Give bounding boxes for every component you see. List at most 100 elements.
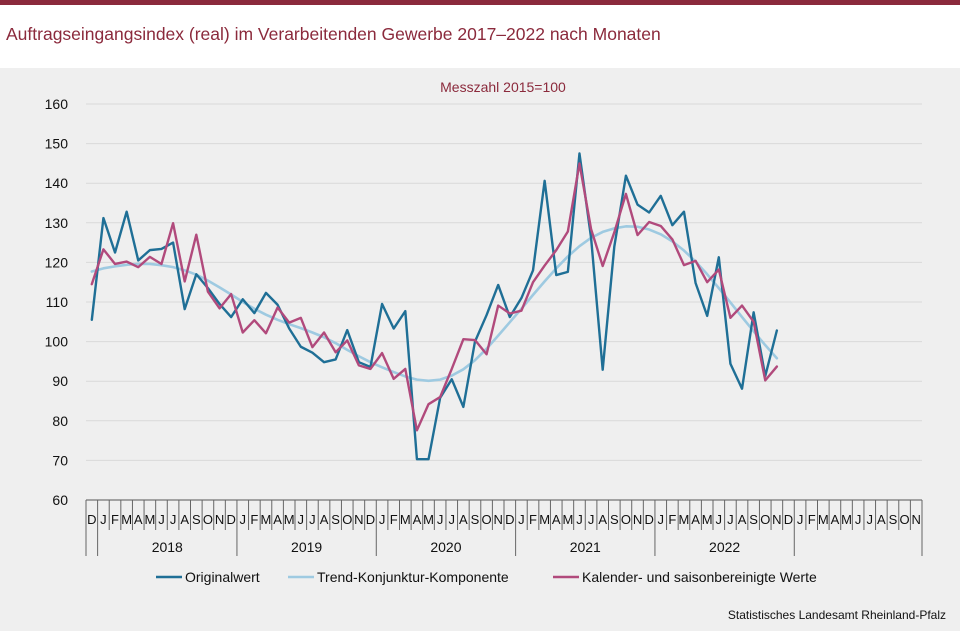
x-tick-label: N	[633, 512, 642, 527]
x-year-label: 2021	[570, 539, 601, 555]
chart-title: Auftragseingangsindex (real) im Verarbei…	[6, 24, 661, 44]
x-tick-label: J	[518, 512, 525, 527]
x-year-label: 2018	[152, 539, 183, 555]
x-tick-label: N	[911, 512, 920, 527]
x-tick-label: M	[144, 512, 155, 527]
x-tick-label: M	[400, 512, 411, 527]
x-tick-label: O	[203, 512, 213, 527]
x-tick-label: J	[716, 512, 723, 527]
x-tick-label: M	[562, 512, 573, 527]
y-tick-label: 150	[45, 136, 69, 152]
x-tick-label: N	[215, 512, 224, 527]
series-line	[90, 162, 779, 432]
x-tick-label: J	[797, 512, 804, 527]
source-note: Statistisches Landesamt Rheinland-Pfalz	[727, 608, 946, 622]
y-axis-ticks: 60 70 80 90 100 110 120 130 140 150 160	[45, 96, 69, 508]
x-tick-label: J	[588, 512, 595, 527]
x-tick-label: A	[691, 512, 700, 527]
x-tick-label: N	[772, 512, 781, 527]
y-tick-label: 100	[45, 334, 69, 350]
x-tick-label: S	[331, 512, 340, 527]
x-tick-label: M	[423, 512, 434, 527]
x-tick-label: D	[784, 512, 793, 527]
y-tick-label: 110	[46, 294, 69, 310]
x-tick-label: O	[342, 512, 352, 527]
x-tick-label: J	[576, 512, 583, 527]
x-tick-label: D	[87, 512, 96, 527]
x-tick-label: N	[354, 512, 363, 527]
y-tick-label: 70	[52, 452, 68, 468]
x-tick-label: S	[610, 512, 619, 527]
y-tick-label: 130	[45, 215, 69, 231]
top-accent-bar	[0, 0, 960, 5]
x-tick-label: M	[539, 512, 550, 527]
x-tick-label: J	[158, 512, 165, 527]
y-tick-label: 80	[52, 413, 68, 429]
x-tick-label: N	[493, 512, 502, 527]
x-tick-label: D	[366, 512, 375, 527]
x-tick-label: F	[111, 512, 119, 527]
x-tick-label: J	[855, 512, 862, 527]
x-tick-label: O	[900, 512, 910, 527]
x-year-label: 2019	[291, 539, 322, 555]
x-tick-label: A	[459, 512, 468, 527]
y-tick-label: 140	[45, 175, 69, 191]
x-tick-label: J	[170, 512, 177, 527]
chart-panel	[0, 68, 960, 631]
x-tick-label: J	[100, 512, 107, 527]
x-tick-label: F	[668, 512, 676, 527]
x-tick-label: A	[877, 512, 886, 527]
x-tick-label: A	[413, 512, 422, 527]
x-tick-label: J	[658, 512, 665, 527]
series-line	[90, 225, 779, 383]
x-tick-label: D	[644, 512, 653, 527]
x-tick-label: S	[749, 512, 758, 527]
x-tick-label: F	[390, 512, 398, 527]
x-tick-label: F	[250, 512, 258, 527]
x-tick-label: O	[621, 512, 631, 527]
y-tick-label: 90	[52, 373, 68, 389]
x-tick-label: D	[226, 512, 235, 527]
x-tick-label: J	[437, 512, 444, 527]
x-tick-label: M	[818, 512, 829, 527]
x-tick-label: J	[298, 512, 305, 527]
chart-subtitle: Messzahl 2015=100	[440, 79, 566, 95]
x-tick-label: M	[702, 512, 713, 527]
x-tick-label: O	[482, 512, 492, 527]
x-tick-label: S	[471, 512, 480, 527]
x-tick-label: D	[505, 512, 514, 527]
x-year-label: 2022	[709, 539, 740, 555]
x-tick-label: M	[841, 512, 852, 527]
x-tick-label: A	[738, 512, 747, 527]
x-tick-label: J	[309, 512, 316, 527]
x-tick-label: A	[552, 512, 561, 527]
y-tick-label: 160	[45, 96, 69, 112]
x-tick-label: O	[760, 512, 770, 527]
y-tick-label: 120	[45, 254, 69, 270]
x-tick-label: J	[727, 512, 734, 527]
x-tick-label: J	[379, 512, 386, 527]
x-tick-label: J	[449, 512, 456, 527]
x-tick-label: A	[180, 512, 189, 527]
series-lines	[90, 152, 779, 461]
series-line	[90, 152, 779, 461]
legend: Originalwert Trend-Konjunktur-Komponente K…	[156, 569, 817, 585]
x-year-label: 2020	[430, 539, 461, 555]
x-tick-label: F	[529, 512, 537, 527]
x-tick-label: A	[134, 512, 143, 527]
x-tick-label: A	[320, 512, 329, 527]
x-tick-label: A	[598, 512, 607, 527]
x-tick-label: M	[679, 512, 690, 527]
y-tick-label: 60	[52, 492, 68, 508]
x-tick-label: J	[240, 512, 247, 527]
legend-label: Trend-Konjunktur-Komponente	[317, 569, 509, 585]
legend-label: Kalender- und saisonbereinigte Werte	[582, 569, 817, 585]
x-tick-label: A	[273, 512, 282, 527]
x-tick-label: S	[192, 512, 201, 527]
x-tick-label: M	[121, 512, 132, 527]
x-tick-label: F	[808, 512, 816, 527]
x-tick-label: M	[261, 512, 272, 527]
x-tick-label: A	[831, 512, 840, 527]
